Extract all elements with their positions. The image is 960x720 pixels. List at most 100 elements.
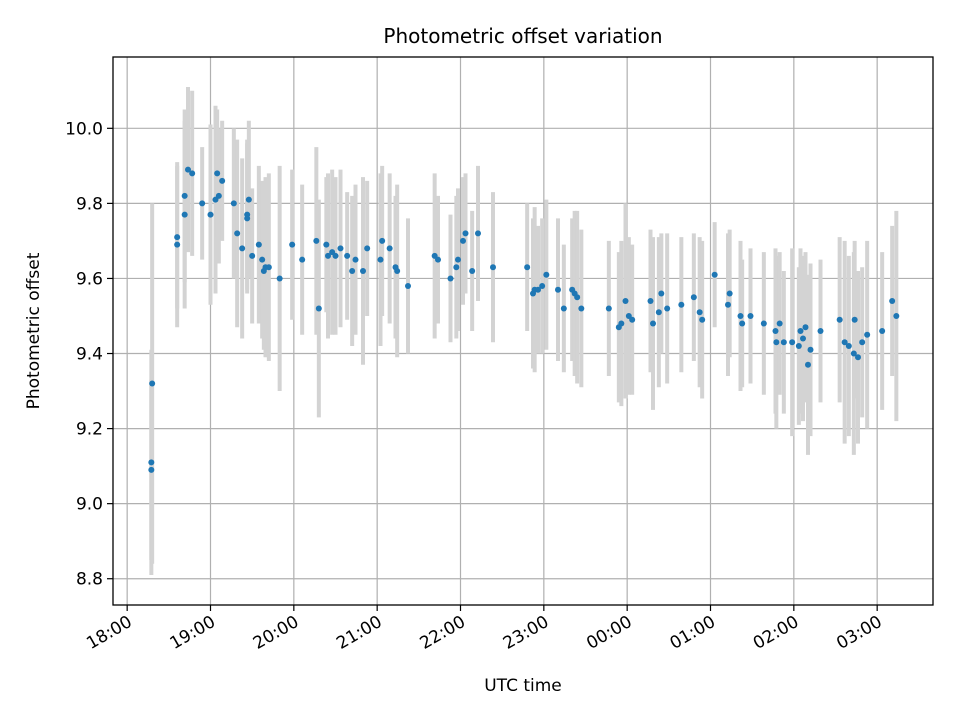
data-point [337,245,344,252]
data-point [841,339,848,346]
data-point [181,192,188,199]
data-point [817,328,824,334]
data-point [655,309,662,316]
data-point [364,245,371,252]
x-tick-label: 21:00 [333,612,385,654]
x-tick-label: 19:00 [167,612,219,654]
data-point [259,256,266,263]
data-point [690,294,697,301]
data-point [377,256,384,263]
data-point [802,324,809,331]
x-tick-label: 20:00 [250,612,302,654]
data-point [289,241,296,248]
data-point [737,312,744,319]
data-point [805,361,811,368]
data-point [245,196,252,203]
plot-frame [112,56,934,606]
data-point [344,252,351,259]
data-point [807,346,814,353]
data-point [189,170,196,177]
y-tick-label: 8.8 [76,570,103,590]
error-bars [149,87,899,575]
data-points [148,166,900,473]
data-point [543,271,550,278]
data-point [239,245,246,252]
data-point [490,264,496,271]
data-point [405,282,411,289]
data-point [747,312,754,319]
data-point [776,320,783,327]
data-point [276,275,283,282]
data-point [230,200,237,207]
data-point [352,256,359,263]
data-point [249,252,256,259]
chart-title: Photometric offset variation [383,24,662,48]
data-point [435,256,441,263]
data-point [800,335,806,342]
data-point [574,294,581,301]
data-point [578,305,585,312]
data-point [851,316,858,323]
x-axis: 18:00 19:00 20:00 21:00 22:00 23:00 00:00 01:00… [83,605,886,654]
data-point [855,354,861,361]
data-point [618,320,625,327]
data-point [462,230,469,237]
data-point [460,237,466,244]
data-point [149,380,156,387]
data-point [386,245,393,252]
data-point [664,305,671,312]
data-point [244,215,251,222]
data-point [560,305,567,312]
data-point [711,271,718,278]
data-point [332,252,339,259]
data-point [234,230,241,237]
y-tick-label: 9.0 [76,495,103,515]
data-point [325,252,331,259]
y-axis-title: Photometric offset [24,252,44,409]
data-point [696,309,703,316]
data-point [605,305,612,312]
data-point [797,328,804,334]
data-point [773,339,780,346]
data-point [174,241,181,248]
data-point [836,316,843,323]
data-point [893,312,900,319]
data-point [650,320,656,327]
data-point [845,343,852,350]
y-tick-label: 9.2 [76,420,103,440]
data-point [647,297,654,304]
data-point [726,290,733,297]
data-point [265,264,272,271]
data-point [349,267,356,274]
data-point [323,241,330,248]
data-point [447,275,454,282]
data-point [864,331,871,338]
x-tick-label: 23:00 [500,612,552,654]
y-axis: 8.8 9.0 9.2 9.4 9.6 9.8 10.0 [65,119,113,590]
data-point [629,316,636,323]
x-tick-label: 01:00 [667,612,719,654]
data-point [394,267,401,274]
data-point [760,320,767,327]
data-point [185,166,191,173]
data-point [360,267,366,274]
x-tick-label: 02:00 [750,612,802,654]
data-point [469,267,476,274]
data-point [199,200,206,207]
data-point [255,241,262,248]
data-point [148,459,155,466]
data-point [658,290,665,297]
data-point [219,177,226,184]
data-point [780,339,787,346]
data-point [879,328,886,334]
y-tick-label: 9.6 [76,269,103,289]
data-point [850,350,857,357]
data-point [699,316,706,323]
data-point [889,297,896,304]
data-point [795,343,802,350]
x-tick-label: 03:00 [833,612,885,654]
x-axis-title: UTC time [484,676,562,696]
data-point [299,256,306,263]
